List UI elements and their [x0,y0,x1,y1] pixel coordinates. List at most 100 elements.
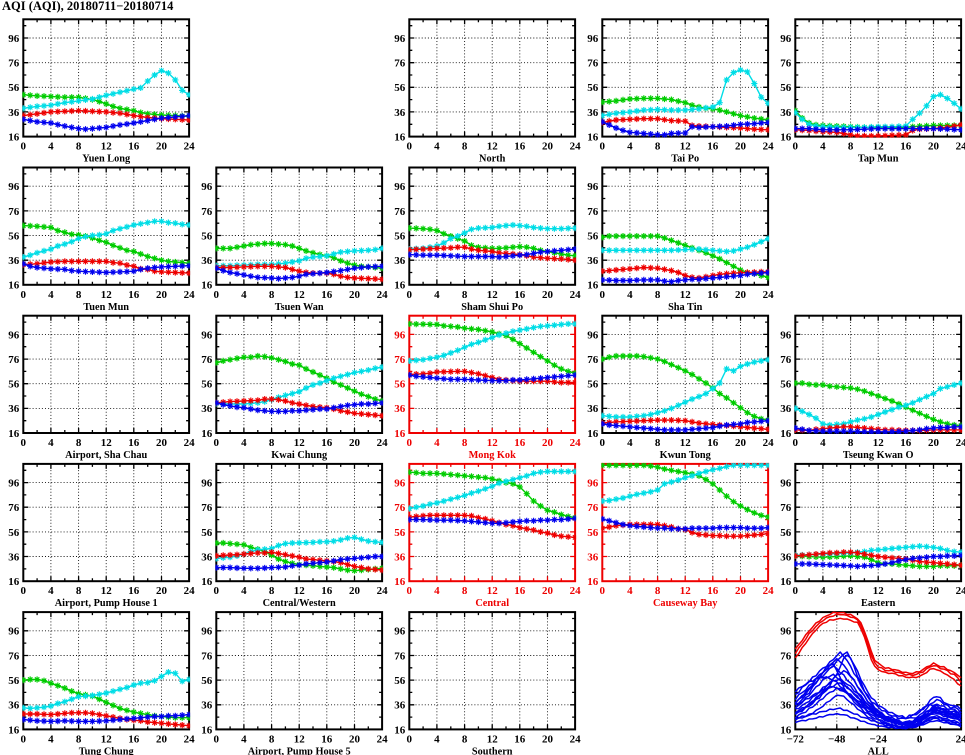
svg-text:24: 24 [184,289,196,301]
svg-text:8: 8 [269,437,275,449]
svg-text:Kwai Chung: Kwai Chung [271,450,328,461]
svg-text:96: 96 [201,329,213,341]
svg-text:4: 4 [627,141,633,153]
svg-text:12: 12 [680,141,692,153]
svg-text:4: 4 [241,733,247,745]
svg-text:56: 56 [587,527,599,539]
svg-text:16: 16 [201,280,213,292]
svg-text:56: 56 [201,675,213,687]
svg-text:36: 36 [587,403,599,415]
svg-text:4: 4 [820,585,826,597]
svg-text:Airport, Pump House 5: Airport, Pump House 5 [248,746,351,755]
svg-text:4: 4 [434,141,440,153]
svg-text:36: 36 [780,551,792,563]
svg-text:−72: −72 [787,733,805,745]
svg-text:16: 16 [900,585,912,597]
svg-text:24: 24 [570,733,582,745]
svg-text:0: 0 [600,289,606,301]
svg-text:8: 8 [76,141,82,153]
svg-text:56: 56 [8,82,20,94]
svg-text:96: 96 [8,33,20,45]
svg-text:20: 20 [542,733,554,745]
svg-text:16: 16 [707,141,719,153]
svg-text:96: 96 [587,329,599,341]
svg-text:76: 76 [201,206,213,218]
svg-text:76: 76 [780,502,792,514]
svg-text:24: 24 [184,733,196,745]
svg-text:8: 8 [269,289,275,301]
svg-text:Tai Po: Tai Po [671,154,699,165]
svg-text:8: 8 [848,437,854,449]
svg-text:0: 0 [214,289,220,301]
svg-text:AQI (AQI), 20180711−20180714: AQI (AQI), 20180711−20180714 [2,0,174,13]
svg-text:36: 36 [780,700,792,712]
svg-text:Central: Central [475,598,509,609]
svg-text:16: 16 [8,132,20,144]
svg-text:0: 0 [407,289,413,301]
svg-text:0: 0 [21,289,27,301]
svg-text:4: 4 [627,437,633,449]
svg-text:76: 76 [780,58,792,70]
svg-text:4: 4 [241,289,247,301]
svg-text:36: 36 [8,107,20,119]
svg-text:36: 36 [587,255,599,267]
svg-text:96: 96 [780,329,792,341]
svg-text:96: 96 [587,478,599,490]
svg-text:0: 0 [793,141,799,153]
svg-text:12: 12 [101,585,113,597]
svg-text:76: 76 [201,354,213,366]
svg-text:36: 36 [201,700,213,712]
svg-text:24: 24 [763,437,775,449]
svg-text:8: 8 [76,437,82,449]
svg-text:0: 0 [214,437,220,449]
svg-text:16: 16 [321,585,333,597]
svg-text:20: 20 [156,733,168,745]
svg-text:56: 56 [201,230,213,242]
svg-text:36: 36 [587,107,599,119]
svg-text:16: 16 [128,141,140,153]
svg-text:0: 0 [214,585,220,597]
svg-text:12: 12 [101,141,113,153]
svg-text:56: 56 [587,82,599,94]
svg-text:16: 16 [587,428,599,440]
svg-text:36: 36 [201,255,213,267]
svg-text:56: 56 [8,527,20,539]
svg-text:8: 8 [655,141,661,153]
svg-text:0: 0 [21,437,27,449]
svg-text:8: 8 [462,437,468,449]
svg-text:24: 24 [956,585,965,597]
svg-text:ALL: ALL [868,746,889,755]
svg-text:76: 76 [780,650,792,662]
svg-text:16: 16 [8,428,20,440]
svg-text:8: 8 [462,289,468,301]
svg-text:36: 36 [394,255,406,267]
svg-text:96: 96 [780,626,792,638]
svg-text:24: 24 [763,141,775,153]
svg-text:76: 76 [201,650,213,662]
svg-text:24: 24 [377,437,389,449]
svg-text:0: 0 [793,585,799,597]
svg-text:16: 16 [587,576,599,588]
svg-text:−24: −24 [870,733,888,745]
svg-text:76: 76 [201,502,213,514]
svg-text:24: 24 [377,585,389,597]
svg-text:96: 96 [8,329,20,341]
svg-text:56: 56 [201,379,213,391]
svg-text:16: 16 [128,289,140,301]
svg-text:24: 24 [570,437,582,449]
svg-text:96: 96 [8,478,20,490]
svg-text:Tung Chung: Tung Chung [79,746,135,755]
svg-text:16: 16 [900,141,912,153]
svg-text:76: 76 [8,354,20,366]
svg-text:36: 36 [8,255,20,267]
svg-text:16: 16 [707,585,719,597]
svg-text:8: 8 [462,141,468,153]
svg-text:12: 12 [294,585,306,597]
svg-text:12: 12 [487,437,499,449]
svg-text:24: 24 [956,733,965,745]
svg-text:24: 24 [377,733,389,745]
svg-text:12: 12 [680,585,692,597]
svg-text:Sha Tin: Sha Tin [668,302,703,313]
svg-text:20: 20 [156,437,168,449]
svg-text:16: 16 [394,428,406,440]
